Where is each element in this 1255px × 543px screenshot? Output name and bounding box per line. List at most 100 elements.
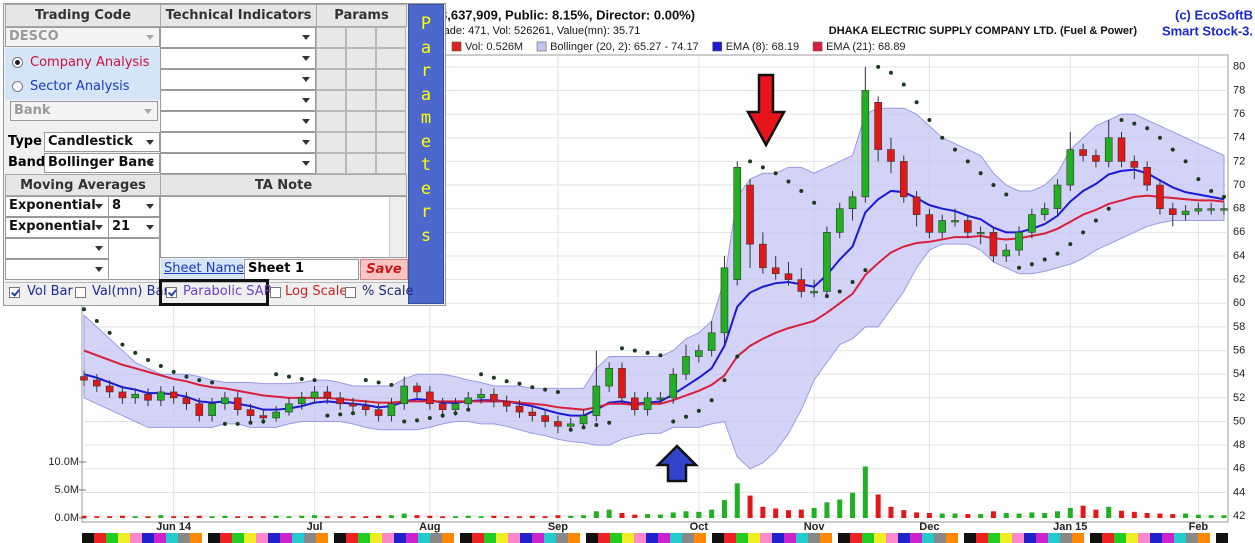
checkbox[interactable] — [270, 287, 281, 298]
param-cell[interactable] — [376, 90, 406, 111]
radio[interactable] — [12, 57, 23, 68]
volume-bar — [1054, 511, 1060, 518]
param-cell[interactable] — [346, 132, 376, 153]
param-cell[interactable] — [376, 69, 406, 90]
param-cell[interactable] — [346, 48, 376, 69]
volume-bar — [171, 516, 177, 518]
sector-select[interactable]: Bank — [10, 101, 158, 121]
x-tick-label: Aug — [419, 521, 440, 533]
param-cell[interactable] — [346, 69, 376, 90]
checkbox-label[interactable]: Parabolic SAR — [183, 284, 273, 299]
scrollbar[interactable] — [389, 197, 406, 257]
checkbox-label[interactable]: Vol Bar — [27, 284, 73, 299]
ma-period-input[interactable] — [108, 238, 160, 280]
ta-note-textarea[interactable] — [160, 196, 407, 258]
volume-bar — [542, 516, 548, 518]
sar-dot — [555, 389, 560, 394]
indicator-select[interactable] — [160, 90, 316, 111]
y-tick-label: 56 — [1233, 344, 1245, 356]
indicator-select[interactable] — [160, 27, 316, 48]
sar-dot — [1004, 192, 1009, 197]
volume-bar — [312, 515, 318, 518]
ma-method-select[interactable]: Exponential — [5, 217, 109, 238]
candle-body — [413, 385, 421, 393]
param-cell[interactable] — [316, 69, 346, 90]
param-cell[interactable] — [316, 48, 346, 69]
param-cell[interactable] — [376, 27, 406, 48]
param-cell[interactable] — [346, 111, 376, 132]
candle-body — [797, 279, 806, 292]
indicator-select[interactable] — [160, 69, 316, 90]
trading-code-select[interactable]: DESCO — [5, 27, 160, 47]
save-button[interactable]: Save — [360, 259, 408, 280]
info-line: rade: 471, Vol: 526261, Value(mn): 35.71 — [440, 25, 640, 37]
ema-line — [83, 194, 1225, 411]
candle-body — [131, 394, 140, 399]
param-cell[interactable] — [376, 132, 406, 153]
radio-label[interactable]: Company Analysis — [30, 55, 150, 70]
checkbox[interactable] — [166, 287, 177, 298]
candle-body — [1207, 208, 1215, 211]
sar-dot — [594, 423, 599, 428]
header-cell: TA Note — [160, 174, 407, 196]
param-cell[interactable] — [346, 153, 376, 174]
band-select[interactable]: Bollinger Banc — [44, 153, 160, 173]
bollinger-band — [83, 107, 1225, 470]
candle-body — [541, 415, 549, 422]
type-select[interactable]: Candlestick — [44, 132, 160, 152]
candle-body — [989, 232, 998, 257]
volume-bar — [837, 499, 843, 518]
checkbox-label[interactable]: % Scale — [362, 284, 414, 299]
param-cell[interactable] — [376, 111, 406, 132]
volume-bar — [107, 516, 113, 518]
ma-method-select[interactable] — [5, 238, 109, 259]
candle-body — [1015, 232, 1023, 251]
ma-period-input[interactable]: 8 — [108, 196, 160, 217]
legend-swatch — [812, 41, 823, 52]
indicator-select[interactable] — [160, 111, 316, 132]
ma-method-select[interactable]: Exponential — [5, 196, 109, 217]
radio-label[interactable]: Sector Analysis — [30, 79, 130, 94]
ma-method-select[interactable] — [5, 259, 109, 280]
candle-body — [1040, 208, 1049, 215]
param-cell[interactable] — [316, 132, 346, 153]
param-cell[interactable] — [376, 48, 406, 69]
sar-dot — [1029, 262, 1034, 267]
checkbox[interactable] — [9, 287, 20, 298]
checkbox[interactable] — [345, 287, 356, 298]
checkbox-label[interactable]: Log Scale — [285, 284, 348, 299]
ma-period-input[interactable]: 21 — [108, 217, 160, 238]
candle-body — [400, 385, 409, 405]
param-cell[interactable] — [346, 90, 376, 111]
volume-bar — [593, 511, 599, 518]
param-cell[interactable] — [346, 27, 376, 48]
param-cell[interactable] — [316, 153, 346, 174]
checkbox[interactable] — [75, 287, 86, 298]
param-cell[interactable] — [376, 153, 406, 174]
volume-bar — [1106, 506, 1112, 518]
param-cell[interactable] — [316, 111, 346, 132]
volume-bar — [657, 514, 663, 518]
param-cell[interactable] — [316, 27, 346, 48]
sar-dot — [619, 346, 624, 351]
volume-bar — [209, 516, 215, 518]
candle-body — [118, 391, 127, 399]
radio[interactable] — [12, 81, 23, 92]
volume-bar — [504, 516, 510, 518]
volume-bar — [888, 506, 894, 518]
param-cell[interactable] — [316, 90, 346, 111]
checkbox-label[interactable]: Val(mn) Bar — [92, 284, 169, 299]
candle-body — [361, 405, 370, 410]
sheet-input[interactable]: Sheet 1 — [244, 259, 359, 280]
type-label: Type — [8, 134, 42, 149]
candle-body — [477, 394, 485, 399]
indicator-select[interactable] — [160, 132, 316, 153]
volume-bar — [440, 516, 446, 518]
volume-bar — [222, 515, 228, 518]
volume-bar — [350, 516, 356, 518]
indicator-select[interactable] — [160, 48, 316, 69]
side-panel[interactable] — [408, 4, 444, 304]
side-title[interactable]: Parameters — [420, 14, 432, 246]
indicator-select[interactable] — [160, 153, 316, 174]
